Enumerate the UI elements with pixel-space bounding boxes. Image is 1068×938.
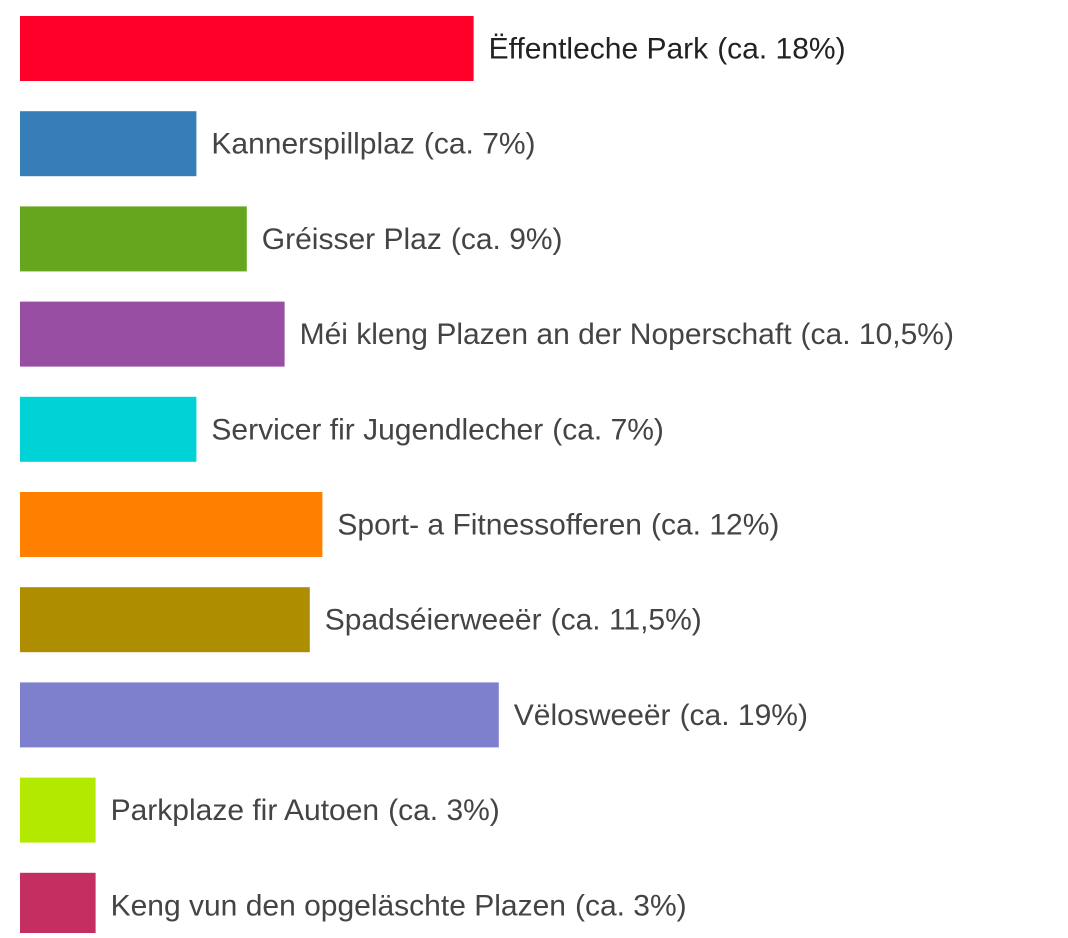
bar (20, 682, 499, 748)
value-label: (ca. 7%) (424, 128, 536, 161)
bar-label: Méi kleng Plazen an der Noperschaft (ca. … (300, 318, 954, 351)
value-label: (ca. 12%) (651, 508, 779, 541)
category-label: Sport- a Fitnessofferen (337, 508, 642, 541)
category-label: Vëlosweeër (514, 699, 671, 732)
category-label: Kannerspillplaz (211, 128, 414, 161)
category-label: Ëffentleche Park (489, 32, 710, 65)
bar (20, 111, 197, 177)
value-label: (ca. 7%) (552, 413, 664, 446)
bar-label: Spadséierweeër (ca. 11,5%) (325, 604, 702, 637)
category-label: Servicer fir Jugendlecher (211, 413, 543, 446)
value-label: (ca. 10,5%) (801, 318, 954, 351)
category-label: Spadséierweeër (325, 604, 542, 637)
category-label: Parkplaze fir Autoen (111, 794, 380, 827)
bar (20, 206, 247, 272)
bar (20, 301, 285, 367)
value-label: (ca. 11,5%) (551, 604, 702, 637)
category-label: Keng vun den opgeläschte Plazen (111, 889, 566, 922)
bar-label: Kannerspillplaz (ca. 7%) (211, 128, 535, 161)
bar-label: Sport- a Fitnessofferen (ca. 12%) (337, 508, 779, 541)
category-label: Gréisser Plaz (262, 223, 442, 256)
bar (20, 396, 197, 462)
bar-label: Keng vun den opgeläschte Plazen (ca. 3%) (111, 889, 687, 922)
value-label: (ca. 19%) (680, 699, 808, 732)
value-label: (ca. 3%) (388, 794, 500, 827)
bar-label: Vëlosweeër (ca. 19%) (514, 699, 808, 732)
bar-label: Servicer fir Jugendlecher (ca. 7%) (211, 413, 664, 446)
bar (20, 777, 96, 843)
bar-label: Ëffentleche Park (ca. 18%) (489, 32, 846, 65)
bar (20, 587, 310, 653)
value-label: (ca. 3%) (575, 889, 687, 922)
bar (20, 872, 96, 938)
value-label: (ca. 9%) (451, 223, 563, 256)
value-label: (ca. 18%) (717, 32, 845, 65)
bar-label: Parkplaze fir Autoen (ca. 3%) (111, 794, 500, 827)
category-label: Méi kleng Plazen an der Noperschaft (300, 318, 793, 351)
bar-label: Gréisser Plaz (ca. 9%) (262, 223, 563, 256)
bar (20, 492, 323, 557)
bar (20, 16, 474, 81)
